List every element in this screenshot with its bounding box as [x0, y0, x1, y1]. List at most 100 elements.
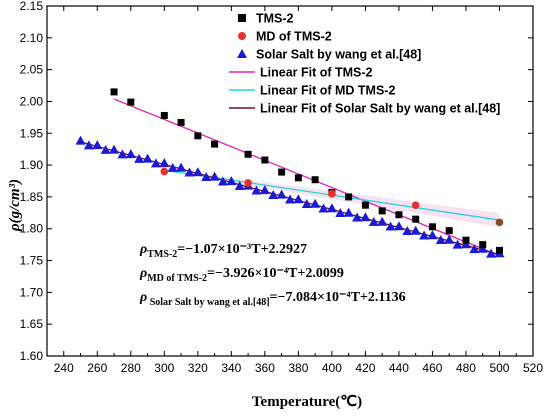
tms2-point	[211, 140, 219, 148]
x-tick-label: 320	[188, 361, 208, 375]
md-point	[411, 201, 420, 209]
legend-marker-circle	[238, 32, 246, 40]
solar-salt-point	[419, 230, 430, 240]
x-axis-label: Temperature(℃)	[252, 394, 362, 410]
legend-label: Solar Salt by wang et al.[48]	[256, 48, 421, 62]
solar-salt-point	[92, 140, 103, 150]
axes: 1.60 1.65 1.70 1.75 1.80 1.85 1.90 1.95 2.00 2.05…	[20, 0, 544, 375]
legend-label: MD of TMS-2	[256, 30, 332, 44]
solar-salt-point	[285, 194, 295, 204]
solar-salt-point	[125, 149, 136, 159]
solar-salt-point	[100, 144, 111, 154]
solar-salt-point	[209, 171, 220, 181]
solar-salt-point	[109, 144, 120, 154]
solar-salt-point	[460, 239, 471, 249]
legend: TMS-2 MD of TMS-2 Solar Salt by wang et al…	[229, 12, 500, 116]
solar-salt-point	[192, 167, 203, 177]
solar-salt-point	[427, 230, 438, 240]
legend-marker-square	[238, 14, 246, 22]
legend-label: Linear Fit of TMS-2	[260, 66, 373, 80]
md-point	[244, 179, 252, 187]
solar-salt-point	[276, 189, 287, 199]
solar-salt-point	[142, 153, 153, 163]
y-tick-label: 1.80	[20, 222, 44, 236]
solar-salt-point	[201, 171, 212, 181]
md-point	[328, 189, 336, 198]
solar-salt-point	[234, 180, 245, 190]
x-tick-label: 440	[389, 361, 409, 375]
tms2-point	[177, 118, 185, 126]
solar-salt-point	[75, 135, 86, 145]
tms2-point	[495, 246, 503, 254]
md-point	[495, 218, 504, 227]
solar-salt-point	[217, 176, 228, 186]
y-tick-label: 2.00	[20, 94, 44, 108]
solar-salt-point	[259, 185, 270, 195]
tms2-point	[244, 150, 252, 158]
md-point	[160, 167, 169, 176]
solar-salt-point	[368, 217, 379, 227]
x-tick-label: 420	[355, 361, 375, 375]
x-tick-label: 360	[255, 361, 275, 375]
legend-marker-triangle	[237, 49, 247, 58]
x-tick-label: 280	[121, 361, 141, 375]
solar-salt-point	[159, 158, 170, 168]
y-axis-label: ρ(g/cm³)	[7, 179, 23, 232]
tms2-point	[127, 98, 135, 106]
solar-salt-point	[134, 153, 145, 163]
solar-salt-point	[402, 226, 413, 236]
plot-frame	[46, 5, 534, 357]
y-tick-label: 1.90	[20, 158, 44, 172]
x-tick-label: 500	[489, 361, 509, 375]
solar-salt-point	[268, 189, 279, 199]
solar-salt-point	[150, 158, 161, 168]
x-tick-label: 460	[422, 361, 442, 375]
x-tick-label: 380	[288, 361, 308, 375]
solar-salt-point	[393, 221, 404, 231]
series-layer	[75, 88, 505, 258]
tms2-point	[462, 236, 470, 244]
solar-salt-point	[83, 140, 94, 150]
tms2-point	[160, 111, 168, 119]
tms2-point	[278, 168, 286, 176]
tms2-point	[110, 88, 118, 96]
y-tick-label: 2.15	[20, 0, 44, 13]
tms2-point	[378, 207, 386, 215]
fit-equation: ρTMS-2=−1.07×10⁻³T+2.2927	[139, 242, 307, 260]
tms2-point	[428, 223, 436, 231]
solar-salt-point	[335, 208, 346, 218]
tms2-point	[361, 201, 369, 209]
solar-salt-point	[469, 244, 480, 254]
x-tick-label: 240	[54, 361, 74, 375]
tms2-point	[194, 132, 202, 140]
tms2-point	[345, 193, 353, 201]
x-tick-label: 260	[87, 361, 107, 375]
solar-salt-point	[477, 243, 488, 253]
y-tick-label: 1.60	[20, 349, 44, 363]
y-tick-label: 2.05	[20, 63, 44, 77]
tms2-point	[261, 156, 269, 164]
legend-label: Linear Fit of MD TMS-2	[260, 84, 395, 98]
solar-salt-point	[385, 221, 396, 231]
tms2-point	[294, 174, 302, 182]
solar-salt-point	[117, 149, 128, 159]
solar-salt-point	[310, 198, 321, 208]
fit-equation: ρ Solar Salt by wang et al.[48]=−7.084×1…	[139, 290, 406, 308]
y-tick-label: 1.85	[20, 190, 44, 204]
solar-salt-point	[452, 239, 463, 249]
x-tick-label: 480	[456, 361, 476, 375]
tms2-point	[311, 176, 319, 184]
solar-salt-point	[167, 162, 178, 172]
solar-salt-point	[184, 167, 195, 177]
tms2-point	[412, 215, 420, 223]
x-tick-label: 520	[523, 361, 543, 375]
y-tick-label: 1.95	[20, 126, 44, 140]
solar-salt-point	[301, 198, 312, 208]
solar-salt-point	[293, 194, 304, 204]
solar-salt-point	[176, 162, 187, 172]
y-tick-label: 1.65	[20, 317, 44, 331]
solar-salt-point	[226, 176, 237, 186]
x-tick-label: 300	[154, 361, 174, 375]
solar-salt-point	[360, 212, 371, 222]
